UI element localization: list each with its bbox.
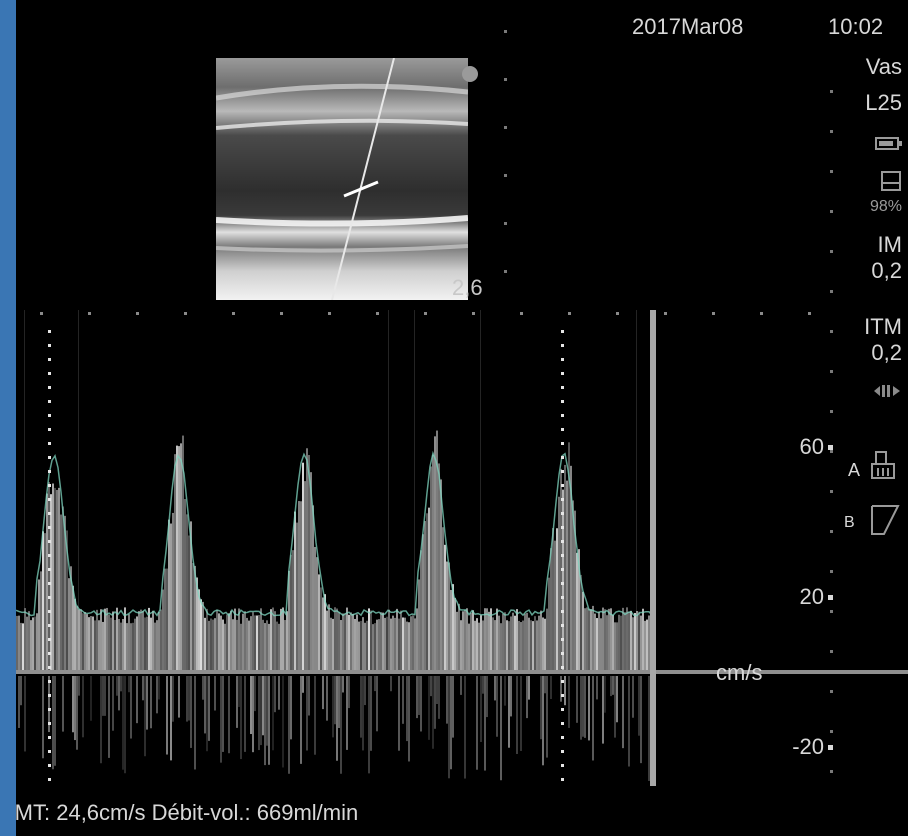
scale-tick [828,445,833,450]
scale-tick-label: 20 [799,584,824,609]
scale-tick [828,595,833,600]
storage-icon [881,171,901,191]
exam-date: 2017Mar08 [632,14,744,39]
mi-value: 0,2 [871,258,902,283]
doppler-cursor-line [331,58,395,300]
sweep-speed-icon [874,385,900,397]
mi-label: IM [877,232,902,257]
preset-label: Vas [865,54,902,79]
scale-tick-label: 60 [799,434,824,459]
exam-time: 10:02 [828,14,884,39]
battery-icon [875,137,902,150]
orientation-marker-icon [462,66,478,82]
scale-tick [828,745,833,750]
ultrasound-display: 2017Mar08 10:02 Vas L25 98% IM 0,2 ITM 0… [16,0,908,836]
transducer-icon [871,451,895,479]
tis-value: 0,2 [871,340,902,365]
sample-gate-marker [343,180,379,198]
marker-a-label: A [848,460,861,480]
measurement-readout: PMT: 24,6cm/s Débit-vol.: 669ml/min [16,800,359,825]
probe-label: L25 [865,90,902,115]
envelope-trace [16,450,656,617]
tis-label: ITM [864,314,902,339]
velocity-unit-label: cm/s [716,660,763,685]
doppler-spectrum [16,30,908,786]
depth-value: 2,6 [452,275,483,300]
sector-shape-icon [871,505,900,535]
sweep-cursor [650,310,656,786]
power-percent: 98% [869,198,902,215]
baseline [16,670,908,674]
marker-b-label: B [844,514,855,531]
scale-tick-label: -20 [792,734,824,759]
bmode-image [216,58,468,300]
